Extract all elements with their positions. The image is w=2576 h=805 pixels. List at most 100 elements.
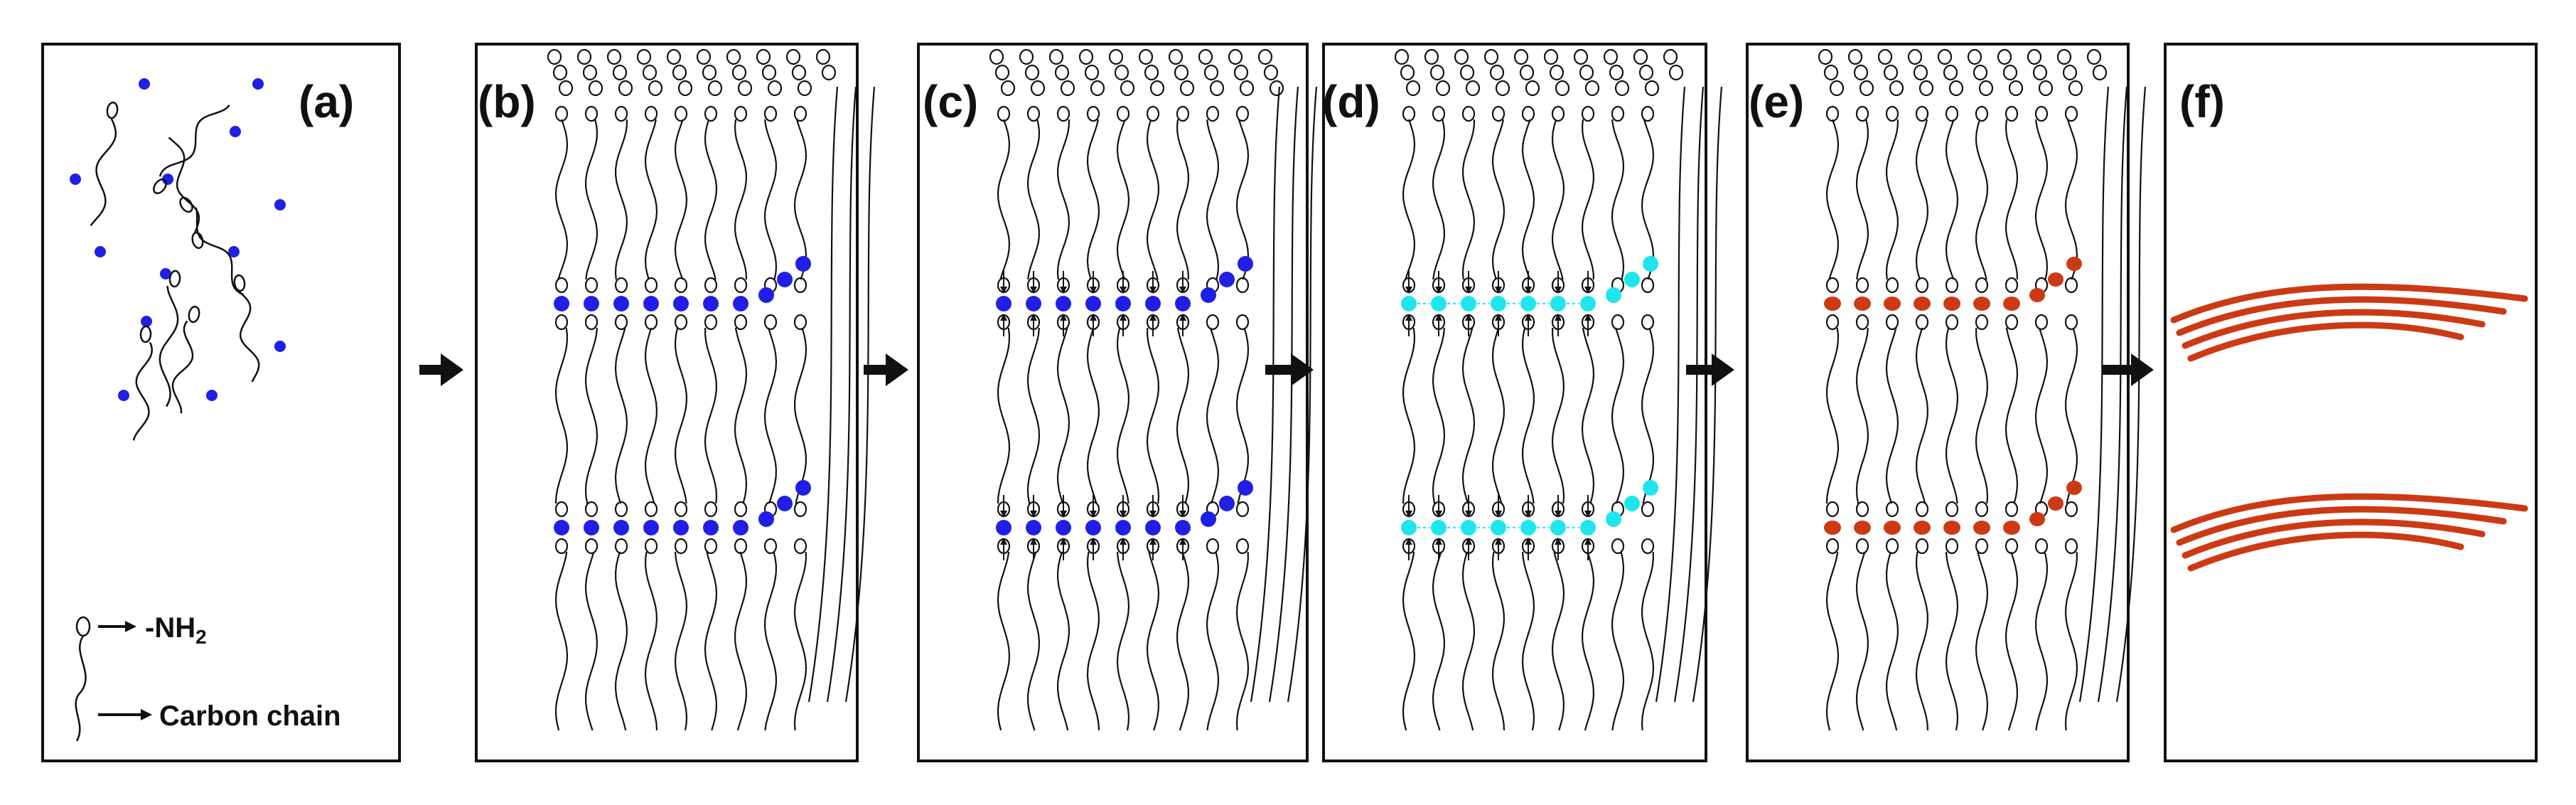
arrowhead bbox=[1120, 314, 1127, 321]
amine-head bbox=[1179, 80, 1195, 97]
ion-dot bbox=[1401, 296, 1417, 311]
amine-head bbox=[2027, 48, 2042, 65]
carbon-chain bbox=[763, 119, 778, 280]
carbon-chain bbox=[1206, 119, 1220, 280]
carbon-chain bbox=[2034, 119, 2049, 280]
nanowire bbox=[2170, 493, 2528, 533]
carbon-chain bbox=[1581, 119, 1595, 280]
amine-head bbox=[734, 501, 748, 518]
carbon-chain bbox=[704, 551, 718, 731]
panel-f-content bbox=[2170, 283, 2528, 572]
carbon-chain bbox=[1146, 327, 1160, 504]
ion-dot bbox=[1219, 272, 1235, 287]
nanoparticle-dot bbox=[1824, 297, 1841, 311]
carbon-chain bbox=[1611, 119, 1625, 280]
process-arrow bbox=[2103, 353, 2154, 386]
bent-carbon-chain bbox=[1655, 86, 1686, 703]
ion-dot bbox=[1580, 296, 1596, 311]
legend-arrowhead-chain bbox=[141, 709, 152, 720]
carbon-chain bbox=[674, 327, 688, 504]
carbon-chain bbox=[1056, 327, 1070, 504]
amine-head bbox=[614, 105, 628, 122]
amine-head bbox=[188, 305, 200, 324]
amine-head bbox=[153, 178, 167, 195]
nanowire bbox=[2187, 321, 2464, 362]
amine-head bbox=[2086, 48, 2102, 65]
carbon-chain bbox=[1432, 119, 1446, 280]
amine-head bbox=[674, 314, 688, 331]
amine-head bbox=[1907, 48, 1923, 65]
carbon-chain bbox=[734, 551, 748, 731]
nanoparticle-dot bbox=[1854, 521, 1871, 535]
ion-dot bbox=[777, 496, 793, 511]
amine-head bbox=[1641, 277, 1655, 294]
carbon-chain bbox=[1491, 327, 1506, 504]
amine-head bbox=[1915, 314, 1929, 331]
nanowire bbox=[2181, 518, 2486, 559]
ion-dot bbox=[1606, 287, 1621, 303]
nanoparticle-dot bbox=[2029, 512, 2045, 526]
carbon-chain bbox=[1206, 327, 1220, 504]
nanoparticle-dot bbox=[2066, 481, 2082, 495]
amine-head bbox=[1209, 80, 1225, 97]
amine-head bbox=[2002, 64, 2018, 81]
carbon-chain bbox=[1026, 327, 1041, 504]
arrowhead bbox=[1120, 287, 1127, 294]
amine-head bbox=[2064, 538, 2078, 555]
ion-row bbox=[554, 480, 811, 535]
amine-head bbox=[1176, 105, 1190, 122]
arrowhead bbox=[1584, 511, 1592, 518]
amine-head bbox=[1945, 314, 1959, 331]
arrowhead bbox=[1030, 538, 1037, 545]
amine-head bbox=[797, 80, 812, 97]
arrowhead bbox=[1584, 287, 1592, 294]
amine-head bbox=[2064, 105, 2078, 122]
amine-head bbox=[1825, 105, 1840, 122]
amine-head bbox=[1913, 64, 1928, 81]
ion-dot bbox=[1643, 256, 1658, 272]
amine-head bbox=[584, 314, 599, 331]
arrowhead bbox=[1405, 511, 1412, 518]
amine-head bbox=[588, 80, 603, 97]
amine-head bbox=[1918, 80, 1934, 97]
carbon-chain bbox=[644, 327, 658, 504]
panel-d: (d) bbox=[1322, 43, 1707, 762]
carbon-chain bbox=[1551, 551, 1565, 731]
arrowhead bbox=[1149, 287, 1156, 294]
carbon-chain bbox=[1945, 119, 1959, 280]
carbon-chain bbox=[1176, 327, 1190, 504]
carbon-chain bbox=[1402, 119, 1416, 280]
carbon-chain bbox=[997, 327, 1011, 504]
ion-dot bbox=[758, 287, 774, 303]
legend-carbon-chain-label: Carbon chain bbox=[159, 700, 341, 732]
carbon-chain bbox=[734, 327, 748, 504]
amine-head bbox=[767, 80, 783, 97]
amine-head bbox=[1581, 105, 1595, 122]
ion-dot bbox=[70, 174, 81, 185]
amine-head bbox=[1638, 64, 1654, 81]
panel-frame bbox=[475, 43, 859, 762]
carbon-chain bbox=[1945, 327, 1959, 504]
ion-dot bbox=[1026, 296, 1041, 311]
amine-head bbox=[2068, 80, 2083, 97]
carbon-chain bbox=[168, 137, 200, 234]
amine-molecule bbox=[90, 101, 119, 227]
arrowhead bbox=[1060, 314, 1067, 321]
ion-dot bbox=[1056, 296, 1071, 311]
arrowhead bbox=[1000, 314, 1007, 321]
amine-head bbox=[1611, 538, 1625, 555]
ion-dot bbox=[274, 341, 286, 352]
amine-head bbox=[793, 501, 807, 518]
amine-head bbox=[1489, 64, 1505, 81]
ion-dot bbox=[1624, 496, 1640, 511]
ion-dot bbox=[1550, 520, 1566, 535]
carbon-chain bbox=[554, 551, 569, 731]
arrowhead bbox=[1090, 287, 1097, 294]
ion-dot bbox=[777, 272, 793, 287]
panel-a: (a) bbox=[41, 43, 401, 762]
carbon-chain bbox=[1551, 119, 1565, 280]
carbon-chain bbox=[1855, 327, 1869, 504]
carbon-chain bbox=[1641, 327, 1655, 504]
nanowire bbox=[2176, 506, 2507, 546]
amine-head bbox=[734, 538, 748, 555]
